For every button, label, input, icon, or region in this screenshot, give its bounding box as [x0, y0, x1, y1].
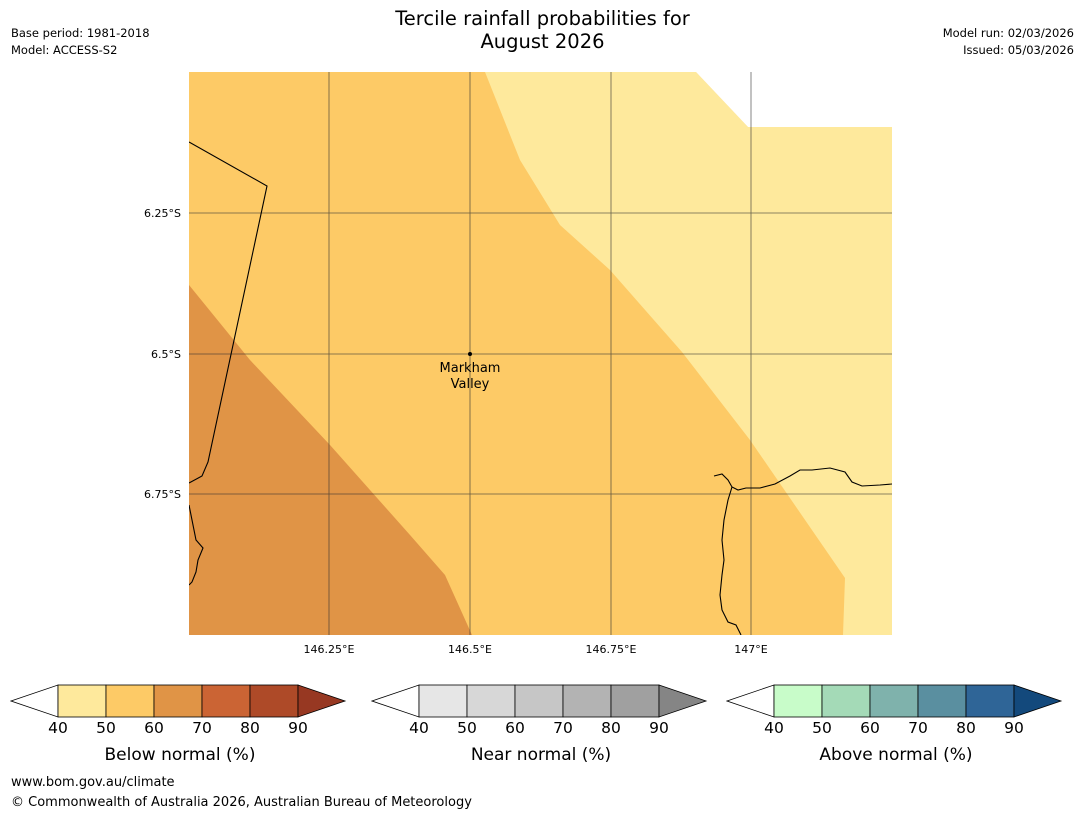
header-left-meta: Base period: 1981-2018 Model: ACCESS-S2 — [11, 25, 150, 59]
lon-label: 146.5°E — [448, 643, 492, 656]
coastline-east — [713, 467, 892, 491]
title-line-2: August 2026 — [480, 30, 605, 53]
colorbar-segment — [821, 684, 871, 718]
colorbar-tick-label: 60 — [144, 719, 164, 737]
chart-title: Tercile rainfall probabilities for Augus… — [0, 7, 1085, 53]
colorbar-segment — [153, 684, 203, 718]
colorbar-segment — [249, 684, 299, 718]
colorbar-over-arrow — [297, 684, 347, 718]
lon-label: 146.25°E — [304, 643, 355, 656]
colorbar-segment — [105, 684, 155, 718]
band-60-70 — [189, 285, 472, 635]
colorbar-near-normal — [371, 684, 708, 718]
province-boundary — [189, 141, 268, 484]
legend-label: Above normal (%) — [819, 745, 973, 765]
title-line-1: Tercile rainfall probabilities for — [395, 7, 690, 30]
legend-below-normal: 40 50 60 70 80 90 Below normal (%) — [10, 684, 350, 774]
map: Markham Valley 6.25°S 6.5°S 6.75°S 146.2… — [144, 72, 892, 656]
base-period: Base period: 1981-2018 — [11, 26, 150, 40]
colorbar-segment — [562, 684, 612, 718]
colorbar-tick-label: 80 — [956, 719, 976, 737]
colorbar-tick-label: 80 — [601, 719, 621, 737]
colorbar-tick-label: 40 — [764, 719, 784, 737]
colorbar-tick-label: 40 — [48, 719, 68, 737]
place-label-line-2: Valley — [451, 377, 490, 392]
colorbar-tick-label: 90 — [649, 719, 669, 737]
colorbar-segment — [57, 684, 107, 718]
colorbar-under-arrow — [10, 684, 59, 718]
colorbar-tick-label: 90 — [1004, 719, 1024, 737]
model-run: Model run: 02/03/2026 — [942, 26, 1074, 40]
colorbar-tick-label: 80 — [240, 719, 260, 737]
colorbar-tick-label: 70 — [553, 719, 573, 737]
colorbar-segment — [869, 684, 919, 718]
lon-label: 146.75°E — [586, 643, 637, 656]
colorbar-segment — [610, 684, 660, 718]
colorbar-over-arrow — [1013, 684, 1063, 718]
river — [719, 486, 742, 635]
legend-label: Near normal (%) — [470, 745, 612, 765]
colorbar-tick-label: 70 — [192, 719, 212, 737]
legend-above-normal: 40 50 60 70 80 90 Above normal (%) — [726, 684, 1066, 774]
boundaries — [189, 141, 892, 635]
colorbar-tick-label: 70 — [908, 719, 928, 737]
colorbar-below-normal — [10, 684, 347, 718]
colorbar-tick-label: 60 — [860, 719, 880, 737]
footer-url: www.bom.gov.au/climate — [11, 775, 175, 790]
axis-labels: 6.25°S 6.5°S 6.75°S 146.25°E 146.5°E 146… — [144, 207, 768, 656]
colorbar-segment — [418, 684, 468, 718]
colorbar-segment — [514, 684, 564, 718]
map-area: Markham Valley — [189, 72, 892, 635]
model-name: Model: ACCESS-S2 — [11, 43, 118, 57]
footer-copyright: © Commonwealth of Australia 2026, Austra… — [11, 795, 472, 810]
colorbar-segment — [917, 684, 967, 718]
legend-near-normal: 40 50 60 70 80 90 Near normal (%) — [371, 684, 711, 774]
colorbar-tick-label: 40 — [409, 719, 429, 737]
colorbar-over-arrow — [658, 684, 708, 718]
colorbar-segment — [965, 684, 1015, 718]
colorbar-tick-label: 90 — [288, 719, 308, 737]
lat-label: 6.25°S — [144, 207, 181, 220]
colorbar-tick-label: 50 — [96, 719, 116, 737]
coastline-west — [189, 504, 204, 586]
colorbar-under-arrow — [726, 684, 775, 718]
colorbar-segment — [773, 684, 823, 718]
colorbar-tick-label: 50 — [457, 719, 477, 737]
header-right-meta: Model run: 02/03/2026 Issued: 05/03/2026 — [943, 25, 1074, 59]
place-marker — [468, 352, 472, 356]
lon-label: 147°E — [734, 643, 767, 656]
colorbar-segment — [466, 684, 516, 718]
no-data-area — [696, 72, 892, 127]
colorbar-above-normal — [726, 684, 1063, 718]
colorbar-tick-label: 50 — [812, 719, 832, 737]
legend-label: Below normal (%) — [104, 745, 256, 765]
lat-label: 6.75°S — [144, 488, 181, 501]
issued-date: Issued: 05/03/2026 — [963, 43, 1074, 57]
colorbar-segment — [201, 684, 251, 718]
colorbar-tick-label: 60 — [505, 719, 525, 737]
colorbar-under-arrow — [371, 684, 420, 718]
lat-label: 6.5°S — [151, 348, 181, 361]
place-label-line-1: Markham — [440, 361, 501, 376]
